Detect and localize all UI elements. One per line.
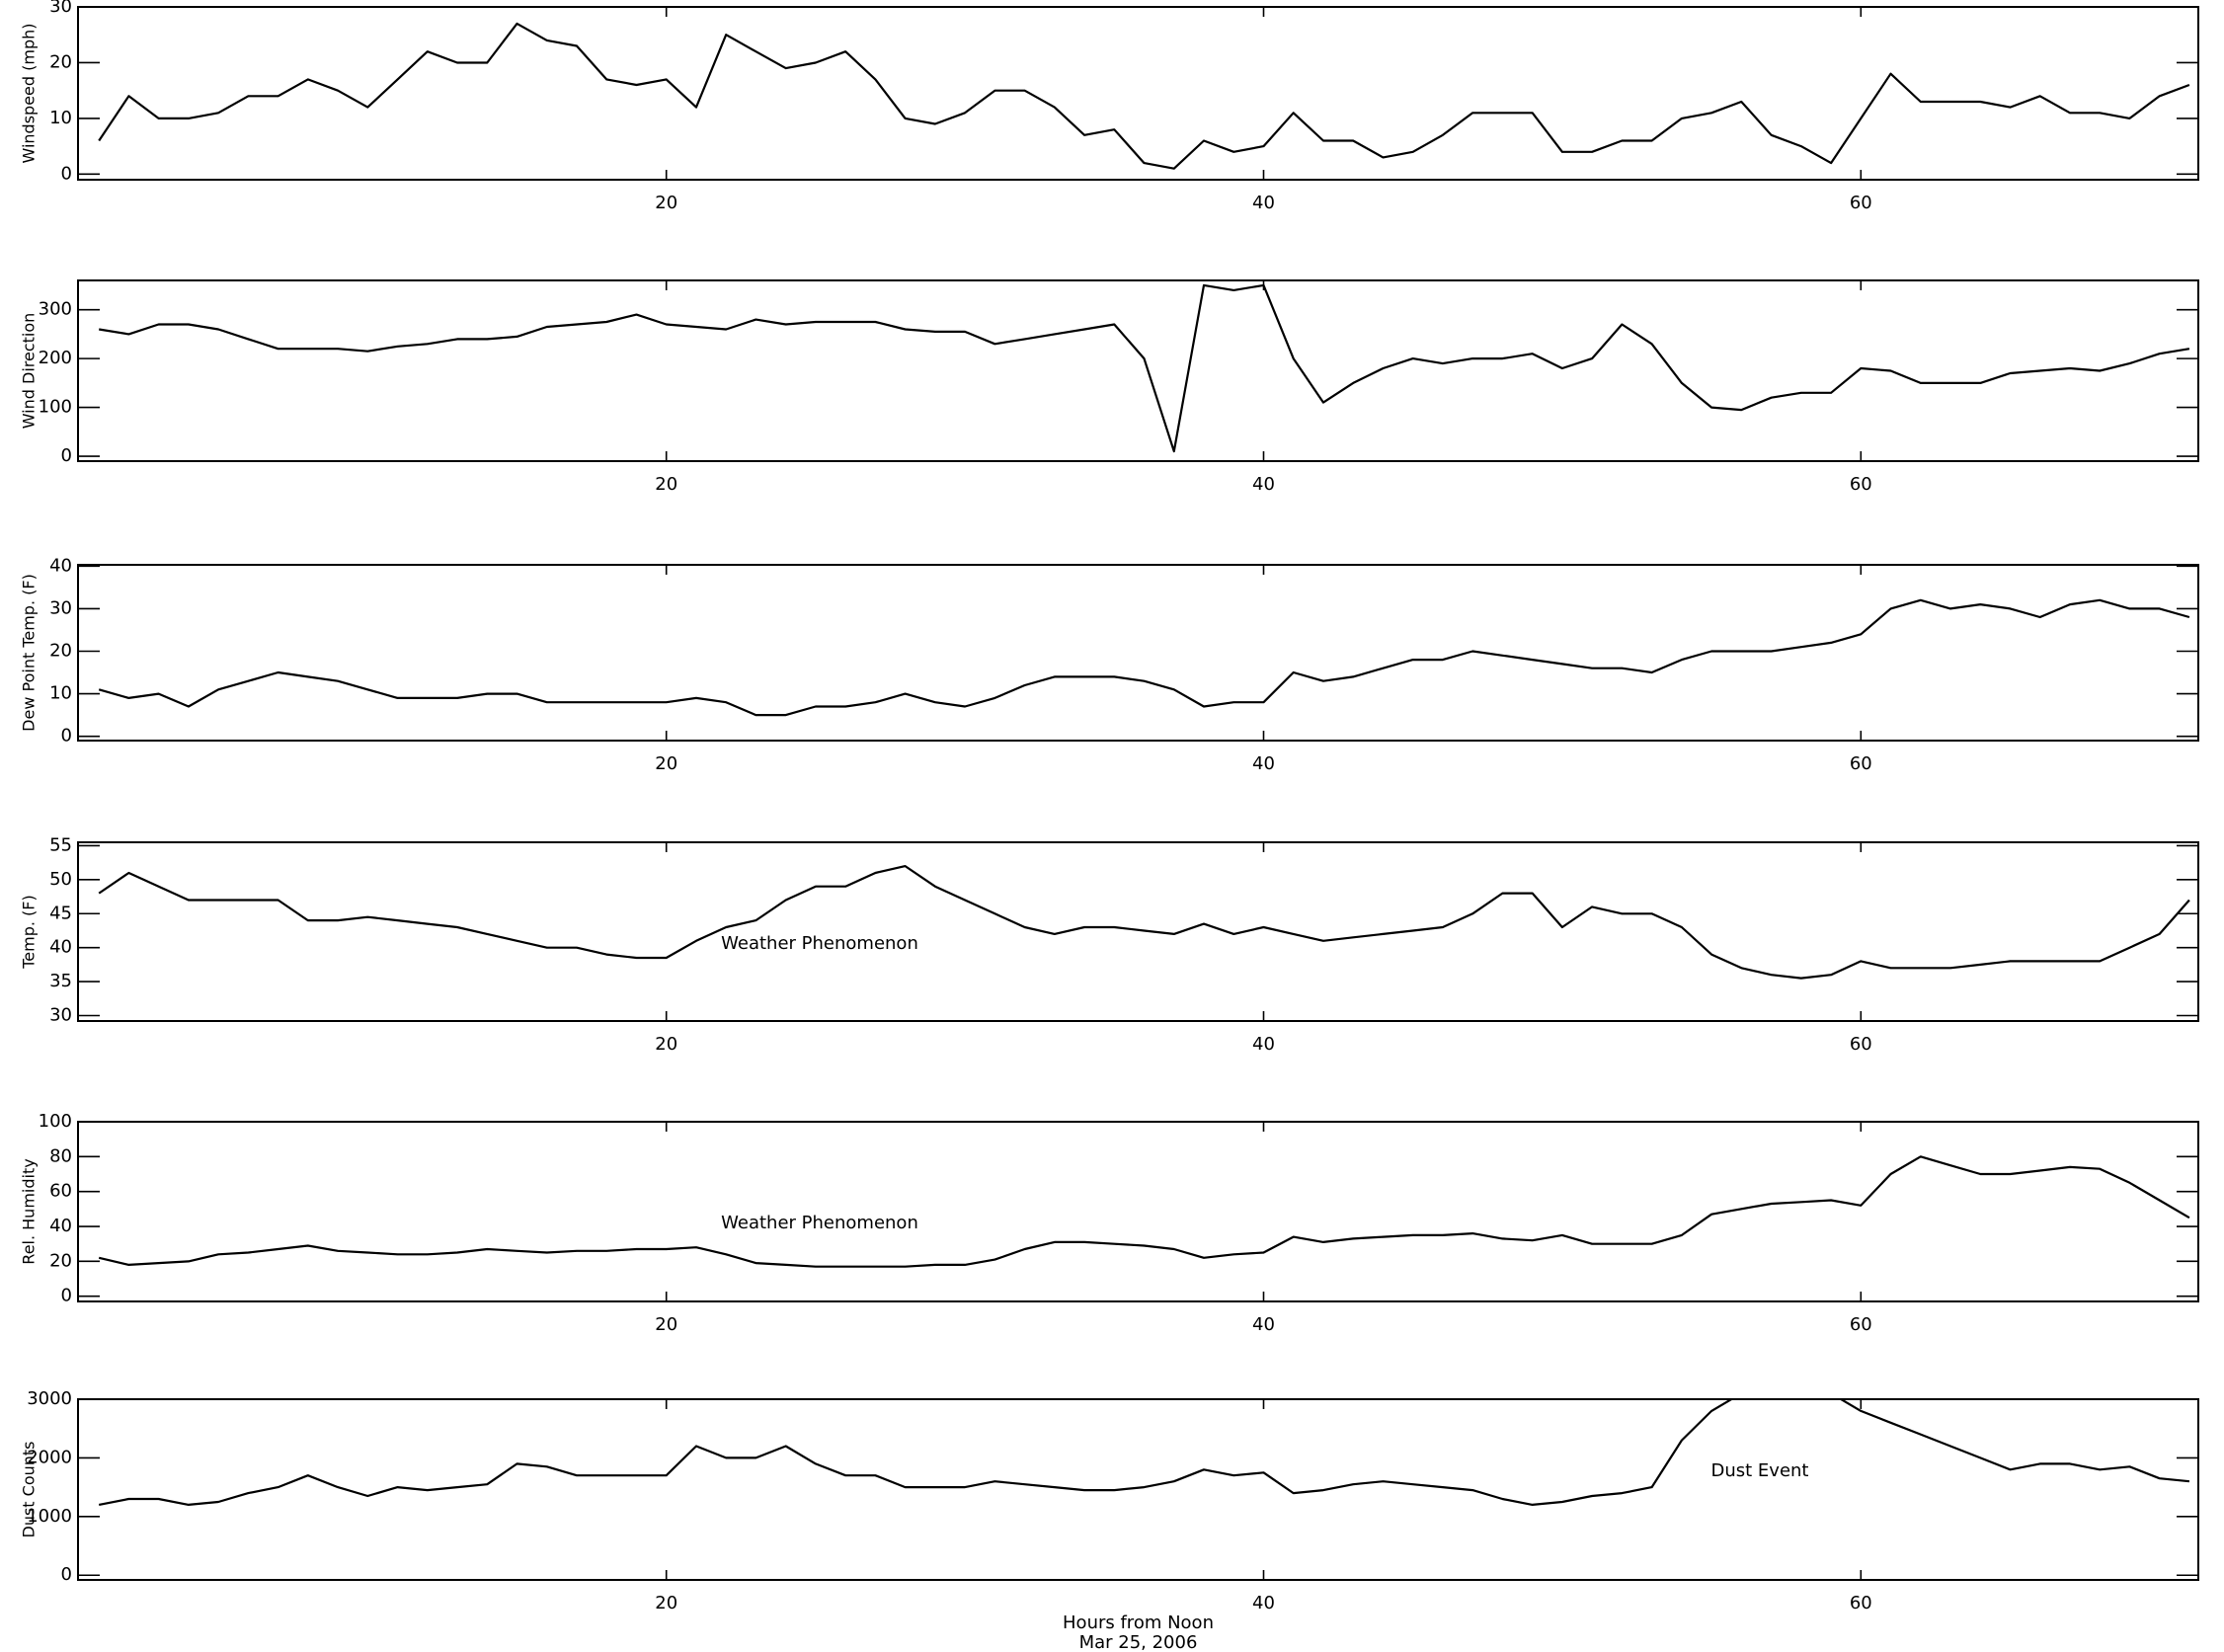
plot-frame [77,564,2199,742]
y-axis-label: Dew Point Temp. (F) [20,574,39,732]
x-tick-label: 60 [1850,1593,1872,1613]
x-tick-label: 60 [1850,193,1872,213]
plot-frame [77,279,2199,462]
y-tick-label: 20 [49,51,72,72]
data-line [98,598,2190,717]
y-tick-label: 20 [49,640,72,661]
y-tick-label: 10 [49,683,72,704]
y-axis-label: Dust Counts [20,1441,39,1537]
data-line [98,22,2190,170]
y-tick-label: 0 [61,163,72,184]
y-axis-label: Rel. Humidity [20,1158,39,1264]
y-tick-label: 0 [61,445,72,466]
annotation: Dust Event [1711,1460,1809,1481]
y-axis-label: Windspeed (mph) [20,24,39,164]
x-tick-label: 20 [655,474,677,495]
y-tick-label: 55 [49,834,72,855]
x-tick-label: 20 [655,1593,677,1613]
y-tick-label: 35 [49,971,72,991]
data-line [98,865,2190,980]
x-tick-label: 20 [655,753,677,774]
y-tick-label: 3000 [27,1388,72,1409]
y-tick-label: 2000 [27,1447,72,1467]
x-tick-label: 60 [1850,474,1872,495]
plot-frame [77,1398,2199,1581]
data-line [99,283,2190,453]
y-tick-label: 60 [49,1181,72,1202]
x-tick-label: 40 [1252,1034,1275,1055]
y-tick-label: 20 [49,1250,72,1271]
y-tick-label: 100 [39,397,72,418]
y-tick-label: 10 [49,108,72,128]
x-tick-label: 40 [1252,474,1275,495]
x-tick-label: 20 [655,1034,677,1055]
annotation: Weather Phenomenon [721,933,918,954]
y-tick-label: 30 [49,1004,72,1025]
x-tick-label: 40 [1252,753,1275,774]
x-tick-label: 40 [1252,1314,1275,1335]
data-line [98,1155,2190,1268]
y-tick-label: 50 [49,869,72,890]
annotation: Weather Phenomenon [721,1213,918,1233]
y-axis-label: Temp. (F) [20,895,39,970]
plot-frame [77,6,2199,181]
y-tick-label: 40 [49,555,72,576]
plot-frame [77,1121,2199,1302]
y-tick-label: 30 [49,0,72,17]
y-tick-label: 100 [39,1111,72,1132]
y-tick-label: 40 [49,1216,72,1236]
x-tick-label: 60 [1850,753,1872,774]
y-tick-label: 0 [61,1286,72,1306]
x-tick-label: 40 [1252,193,1275,213]
x-tick-label: 60 [1850,1034,1872,1055]
x-axis-label: Hours from Noon [1063,1613,1214,1633]
y-tick-label: 300 [39,299,72,320]
y-tick-label: 0 [61,726,72,747]
plot-frame [77,841,2199,1022]
y-tick-label: 80 [49,1145,72,1166]
x-tick-label: 20 [655,1314,677,1335]
x-tick-label: 40 [1252,1593,1275,1613]
y-tick-label: 200 [39,348,72,368]
x-tick-label: 60 [1850,1314,1872,1335]
x-axis-label: Mar 25, 2006 [1079,1632,1198,1652]
y-tick-label: 1000 [27,1506,72,1527]
y-tick-label: 40 [49,937,72,958]
x-tick-label: 20 [655,193,677,213]
y-axis-label: Wind Direction [20,313,39,430]
y-tick-label: 30 [49,597,72,618]
y-tick-label: 45 [49,903,72,923]
data-line [98,1399,2190,1506]
y-tick-label: 0 [61,1564,72,1585]
